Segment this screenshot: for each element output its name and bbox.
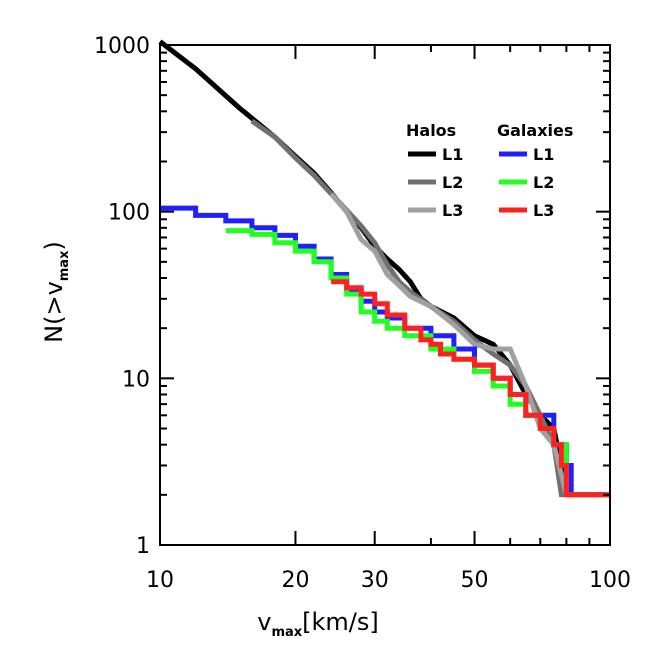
legend-label-galaxies-l1: L1 — [533, 145, 554, 164]
y-axis-title: N(>vmax) — [40, 241, 72, 343]
legend-label-halos-l3: L3 — [442, 201, 463, 220]
x-tick-label: 10 — [146, 568, 174, 593]
y-tick-label: 10 — [122, 367, 150, 392]
y-tick-label: 1000 — [94, 34, 150, 59]
plot-frame — [159, 44, 611, 546]
series-layer — [158, 39, 610, 498]
x-tick-label: 30 — [361, 568, 389, 593]
series-line-galaxies-l2 — [225, 228, 610, 498]
legend-label-galaxies-l2: L2 — [533, 173, 554, 192]
legend-label-halos-l2: L2 — [442, 173, 463, 192]
series-line-halos-l2 — [250, 118, 610, 498]
legend-label-halos-l1: L1 — [442, 145, 463, 164]
series-line-galaxies-l3 — [331, 279, 610, 498]
legend-heading-galaxies: Galaxies — [497, 121, 573, 140]
x-axis-title: vmax[km/s] — [257, 608, 379, 640]
x-tick-label: 50 — [461, 568, 489, 593]
legend-label-galaxies-l3: L3 — [533, 201, 554, 220]
legend-heading-halos: Halos — [406, 121, 456, 140]
x-tick-label: 100 — [589, 568, 631, 593]
y-tick-label: 1 — [136, 534, 150, 559]
series-line-halos-l3 — [329, 192, 610, 498]
legend: Halos L1 L2 L3 Galaxies L1 L2 L3 — [406, 121, 573, 220]
x-tick-label: 20 — [281, 568, 309, 593]
series-line-galaxies-l1 — [160, 205, 610, 498]
tick-layer: 10 20 30 50 100 1 10 100 1000 — [94, 34, 631, 593]
y-tick-label: 100 — [108, 201, 150, 226]
